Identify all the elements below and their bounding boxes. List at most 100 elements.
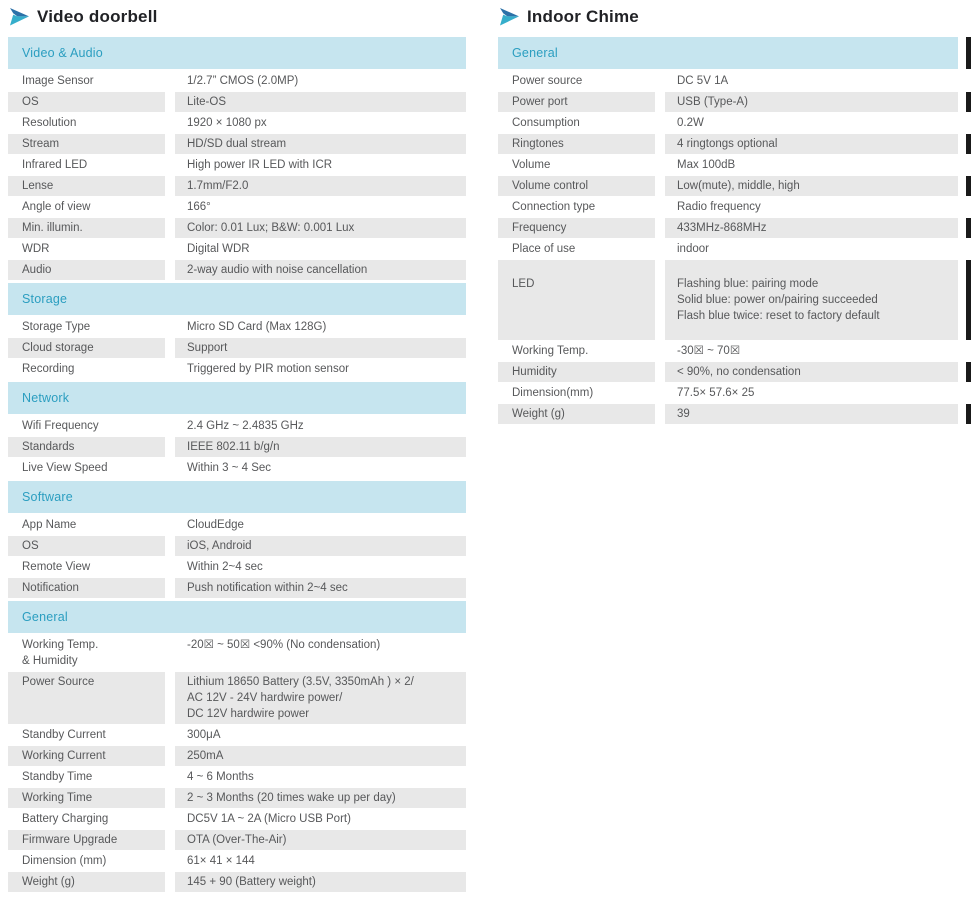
spec-value: 1/2.7” CMOS (2.0MP) bbox=[187, 75, 299, 87]
column-divider bbox=[165, 197, 175, 217]
spec-row: Standby Time 4 ~ 6 Months bbox=[8, 767, 466, 787]
column-divider bbox=[655, 260, 665, 340]
column-divider bbox=[165, 416, 175, 436]
spec-label: Wifi Frequency bbox=[22, 420, 99, 432]
section-header: General bbox=[8, 601, 466, 633]
spec-row: Min. illumin. Color: 0.01 Lux; B&W: 0.001… bbox=[8, 218, 466, 238]
spec-row: Standby Current 300μA bbox=[8, 725, 466, 745]
spec-row: Remote View Within 2~4 sec bbox=[8, 557, 466, 577]
column-divider bbox=[165, 557, 175, 577]
column-divider bbox=[165, 458, 175, 478]
spec-value: Within 2~4 sec bbox=[187, 561, 263, 573]
column-divider bbox=[655, 92, 665, 112]
spec-value: 1920 × 1080 px bbox=[187, 117, 267, 129]
spec-row: Working Current 250mA bbox=[8, 746, 466, 766]
spec-row: Audio 2-way audio with noise cancellation bbox=[8, 260, 466, 280]
spec-row: Power port USB (Type-A) bbox=[498, 92, 971, 112]
spec-label: Angle of view bbox=[22, 201, 91, 213]
spec-row: Ringtones 4 ringtongs optional bbox=[498, 134, 971, 154]
spec-label: Standby Time bbox=[22, 771, 93, 783]
spec-row: Recording Triggered by PIR motion sensor bbox=[8, 359, 466, 379]
column-divider bbox=[165, 725, 175, 745]
column-divider bbox=[655, 197, 665, 217]
spec-label: Volume control bbox=[498, 176, 655, 196]
column-divider bbox=[165, 872, 175, 892]
column-divider bbox=[165, 437, 175, 457]
spec-label: Frequency bbox=[498, 218, 655, 238]
spec-label: Working Current bbox=[8, 746, 165, 766]
spec-label: Firmware Upgrade bbox=[8, 830, 165, 850]
spec-value: IEEE 802.11 b/g/n bbox=[175, 437, 466, 457]
spec-value: Lite-OS bbox=[175, 92, 466, 112]
column-divider bbox=[165, 134, 175, 154]
column-divider bbox=[165, 515, 175, 535]
column-divider bbox=[165, 830, 175, 850]
spec-label: Storage Type bbox=[22, 321, 91, 333]
spec-row: Notification Push notification within 2~4… bbox=[8, 578, 466, 598]
column-divider bbox=[165, 113, 175, 133]
spec-label: Audio bbox=[8, 260, 165, 280]
spec-label: Dimension (mm) bbox=[22, 855, 107, 867]
spec-value: Lithium 18650 Battery (3.5V, 3350mAh ) ×… bbox=[175, 672, 466, 724]
column-divider bbox=[655, 155, 665, 175]
spec-label: Standards bbox=[8, 437, 165, 457]
spec-value: 2 ~ 3 Months (20 times wake up per day) bbox=[175, 788, 466, 808]
spec-label: Weight (g) bbox=[498, 404, 655, 424]
spec-row: Weight (g) 145 + 90 (Battery weight) bbox=[8, 872, 466, 892]
spec-value: Push notification within 2~4 sec bbox=[175, 578, 466, 598]
spec-label: Ringtones bbox=[498, 134, 655, 154]
spec-label: Image Sensor bbox=[22, 75, 94, 87]
spec-label: Standby Current bbox=[22, 729, 106, 741]
column-divider bbox=[165, 672, 175, 724]
column-divider bbox=[655, 404, 665, 424]
column-divider bbox=[165, 788, 175, 808]
spec-row: Volume Max 100dB bbox=[498, 155, 958, 175]
spec-label: Humidity bbox=[498, 362, 655, 382]
spec-row: Battery Charging DC5V 1A ~ 2A (Micro USB … bbox=[8, 809, 466, 829]
spec-row: Cloud storage Support bbox=[8, 338, 466, 358]
spec-value: DC 5V 1A bbox=[677, 75, 729, 87]
section-header: General bbox=[498, 37, 971, 69]
spec-row: Place of use indoor bbox=[498, 239, 958, 259]
column-divider bbox=[165, 338, 175, 358]
spec-value: Within 3 ~ 4 Sec bbox=[187, 462, 272, 474]
spec-value: Micro SD Card (Max 128G) bbox=[187, 321, 327, 333]
spec-value: 2-way audio with noise cancellation bbox=[175, 260, 466, 280]
column-divider bbox=[655, 239, 665, 259]
spec-label: Stream bbox=[8, 134, 165, 154]
section-header: Storage bbox=[8, 283, 466, 315]
spec-value: HD/SD dual stream bbox=[175, 134, 466, 154]
column-divider bbox=[655, 383, 665, 403]
spec-row: Live View Speed Within 3 ~ 4 Sec bbox=[8, 458, 466, 478]
spec-value: High power IR LED with ICR bbox=[187, 159, 333, 171]
spec-row: App Name CloudEdge bbox=[8, 515, 466, 535]
spec-label: OS bbox=[8, 92, 165, 112]
section-header: Network bbox=[8, 382, 466, 414]
spec-label: Resolution bbox=[22, 117, 77, 129]
arrow-icon bbox=[499, 8, 520, 26]
spec-value: 39 bbox=[665, 404, 958, 424]
column-divider bbox=[165, 635, 175, 671]
spec-row: Infrared LED High power IR LED with ICR bbox=[8, 155, 466, 175]
spec-row: Dimension(mm) 77.5× 57.6× 25 bbox=[498, 383, 958, 403]
spec-row: Angle of view 166° bbox=[8, 197, 466, 217]
column-divider bbox=[655, 113, 665, 133]
spec-label: Dimension(mm) bbox=[512, 387, 594, 399]
spec-row: OS Lite-OS bbox=[8, 92, 466, 112]
spec-row: Dimension (mm) 61× 41 × 144 bbox=[8, 851, 466, 871]
spec-label: Power source bbox=[512, 75, 583, 87]
spec-value: Low(mute), middle, high bbox=[665, 176, 958, 196]
spec-row: Connection type Radio frequency bbox=[498, 197, 958, 217]
spec-row: Working Time 2 ~ 3 Months (20 times wake … bbox=[8, 788, 466, 808]
section-header: Video & Audio bbox=[8, 37, 466, 69]
spec-value: -30☒ ~ 70☒ bbox=[677, 345, 741, 357]
spec-label: App Name bbox=[22, 519, 77, 531]
spec-value: < 90%, no condensation bbox=[665, 362, 958, 382]
column-divider bbox=[165, 218, 175, 238]
section-header: Software bbox=[8, 481, 466, 513]
spec-value: Flashing blue: pairing mode Solid blue: p… bbox=[665, 260, 958, 340]
spec-label: Battery Charging bbox=[22, 813, 109, 825]
video-doorbell-column: Video doorbell Video & Audio Image Sensor… bbox=[8, 0, 466, 893]
spec-value: 1.7mm/F2.0 bbox=[175, 176, 466, 196]
spec-row: Image Sensor 1/2.7” CMOS (2.0MP) bbox=[8, 71, 466, 91]
